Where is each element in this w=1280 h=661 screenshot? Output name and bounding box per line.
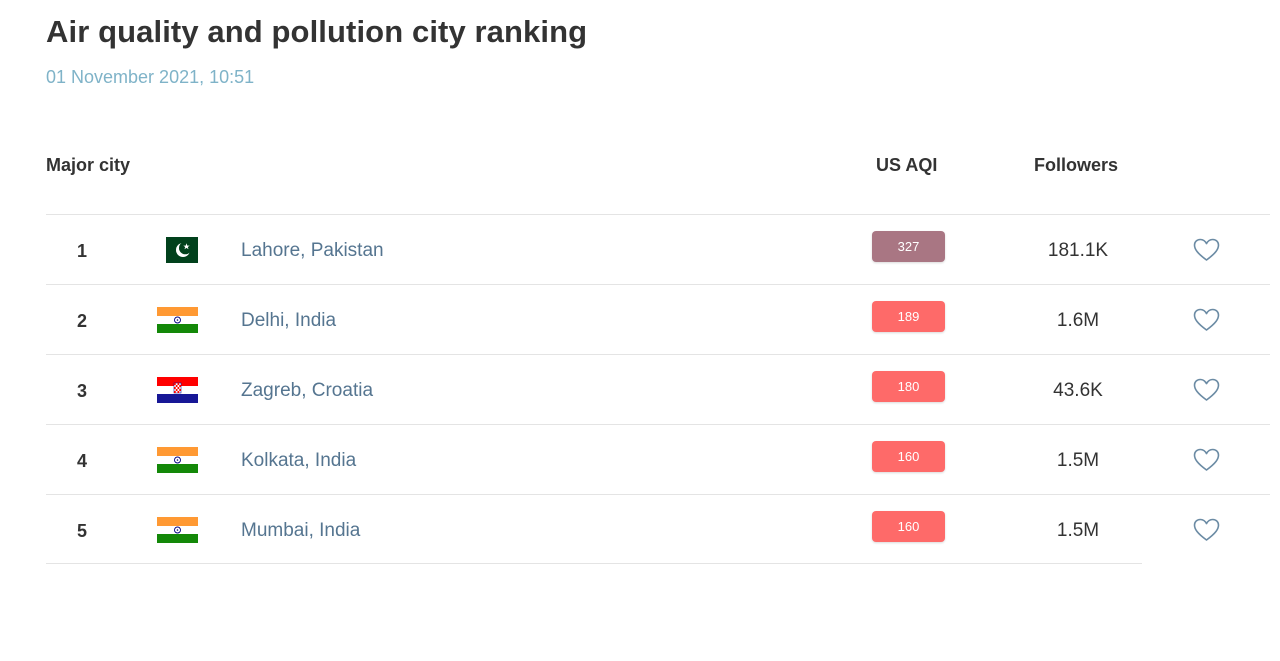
- row-divider: [46, 284, 1142, 285]
- city-link[interactable]: Delhi, India: [241, 310, 337, 331]
- row-divider: [1142, 354, 1270, 355]
- heart-icon[interactable]: [1193, 308, 1220, 332]
- heart-icon[interactable]: [1193, 238, 1220, 262]
- header-followers: Followers: [1034, 155, 1119, 175]
- followers-count: 181.1K: [1047, 240, 1109, 261]
- followers-count: 1.6M: [1056, 310, 1100, 331]
- city-link[interactable]: Kolkata, India: [241, 450, 357, 471]
- table-header: Major city US AQI Followers: [46, 155, 1146, 179]
- city-link[interactable]: Lahore, Pakistan: [241, 240, 384, 261]
- city-link[interactable]: Zagreb, Croatia: [241, 380, 374, 401]
- aqi-badge: 160: [872, 441, 945, 472]
- rank-number: 2: [76, 311, 87, 331]
- india-flag-icon: [157, 517, 198, 543]
- followers-count: 1.5M: [1056, 520, 1100, 541]
- croatia-flag-icon: [157, 377, 198, 403]
- ranking-timestamp: 01 November 2021, 10:51: [46, 67, 255, 87]
- city-link[interactable]: Mumbai, India: [241, 520, 361, 541]
- pakistan-flag-icon: [157, 237, 198, 263]
- row-divider: [46, 563, 1142, 564]
- heart-icon[interactable]: [1193, 448, 1220, 472]
- table-row: 3 Zagreb, Croatia 180 43.6K: [0, 354, 1280, 424]
- row-divider: [46, 354, 1142, 355]
- row-divider: [1142, 424, 1270, 425]
- row-divider: [1142, 214, 1270, 215]
- row-divider: [46, 214, 1142, 215]
- heart-icon[interactable]: [1193, 378, 1220, 402]
- ranking-table: 1 Lahore, Pakistan 327 181.1K 2: [0, 214, 1280, 564]
- followers-count: 43.6K: [1053, 380, 1103, 401]
- header-major-city: Major city: [46, 155, 131, 175]
- aqi-badge: 160: [872, 511, 945, 542]
- table-row: 2 Delhi, India 189 1.6M: [0, 284, 1280, 354]
- aqi-badge: 189: [872, 301, 945, 332]
- rank-number: 5: [76, 521, 87, 541]
- header-us-aqi: US AQI: [876, 155, 938, 175]
- rank-number: 3: [76, 381, 87, 401]
- table-row: 1 Lahore, Pakistan 327 181.1K: [0, 214, 1280, 284]
- row-divider: [46, 424, 1142, 425]
- row-divider: [46, 494, 1142, 495]
- table-row: 4 Kolkata, India 160 1.5M: [0, 424, 1280, 494]
- aqi-badge: 327: [872, 231, 945, 262]
- rank-number: 1: [76, 241, 87, 261]
- row-divider: [1142, 494, 1270, 495]
- table-row: 5 Mumbai, India 160 1.5M: [0, 494, 1280, 564]
- row-divider: [1142, 284, 1270, 285]
- rank-number: 4: [76, 451, 87, 471]
- page-title: Air quality and pollution city ranking: [46, 14, 588, 49]
- aqi-badge: 180: [872, 371, 945, 402]
- heart-icon[interactable]: [1193, 518, 1220, 542]
- followers-count: 1.5M: [1056, 450, 1100, 471]
- india-flag-icon: [157, 307, 198, 333]
- india-flag-icon: [157, 447, 198, 473]
